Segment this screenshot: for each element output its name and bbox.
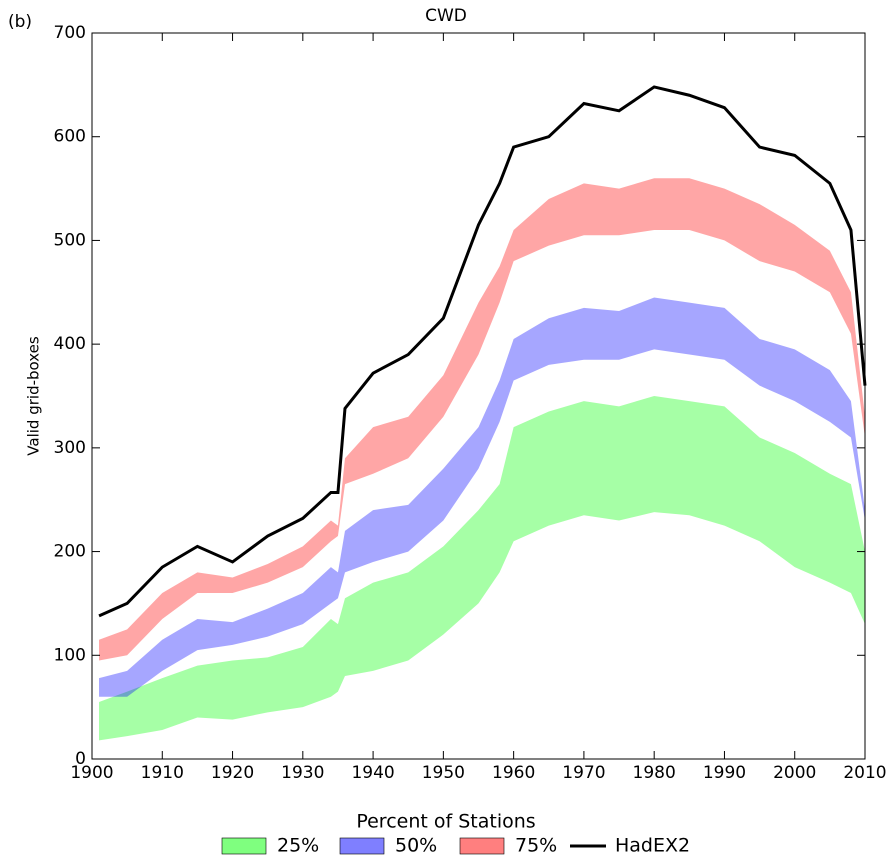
y-tick-label: 700	[54, 23, 86, 43]
band-area	[99, 178, 865, 661]
y-tick-label: 0	[75, 749, 86, 769]
panel-label: (b)	[8, 12, 32, 32]
x-tick-label: 2000	[773, 763, 816, 783]
x-tick-label: 1930	[281, 763, 324, 783]
legend-label: 25%	[277, 835, 319, 857]
x-tick-label: 1940	[351, 763, 394, 783]
x-tick-label: 2010	[843, 763, 886, 783]
x-tick-label: 1990	[703, 763, 746, 783]
y-tick-label: 200	[54, 542, 86, 562]
x-tick-label: 1980	[633, 763, 676, 783]
legend-label: 50%	[395, 835, 437, 857]
legend-label: 75%	[515, 835, 557, 857]
x-tick-label: 1950	[422, 763, 465, 783]
band-area	[99, 396, 865, 741]
legend-label: HadEX2	[615, 835, 690, 857]
line	[98, 85, 867, 618]
legend-swatch	[221, 837, 267, 855]
x-tick-label: 1960	[492, 763, 535, 783]
y-tick-label: 100	[54, 645, 86, 665]
y-tick-label: 400	[54, 334, 86, 354]
y-tick-label: 500	[54, 230, 86, 250]
y-tick-label: 300	[54, 438, 86, 458]
chart-title: CWD	[425, 6, 467, 26]
x-tick-label: 1910	[141, 763, 184, 783]
y-axis-label: Valid grid-boxes	[25, 336, 43, 456]
plot-frame	[91, 32, 866, 760]
y-tick-label: 600	[54, 127, 86, 147]
legend-swatch	[459, 837, 505, 855]
legend-swatch	[339, 837, 385, 855]
x-tick-label: 1900	[70, 763, 113, 783]
legend-title: Percent of Stations	[356, 811, 535, 833]
x-tick-label: 1970	[562, 763, 605, 783]
x-tick-label: 1920	[211, 763, 254, 783]
band-area	[99, 297, 865, 697]
